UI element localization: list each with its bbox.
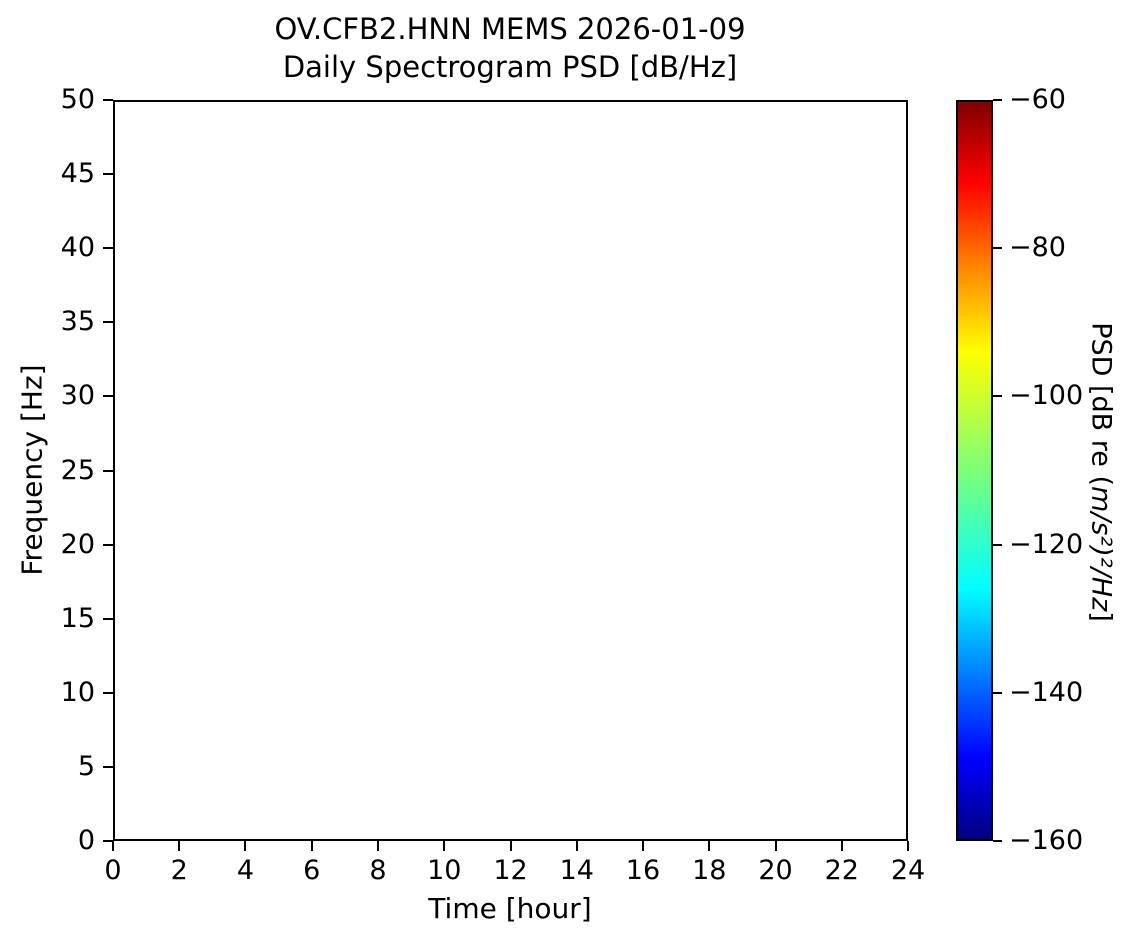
colorbar-label-prefix: PSD [dB re ( (1085, 322, 1117, 487)
y-tick-label: 5 (77, 751, 95, 783)
x-tick-label: 0 (104, 855, 122, 886)
x-tick-label: 16 (625, 855, 661, 886)
y-tick-label: 15 (60, 602, 95, 634)
x-tick-mark (774, 841, 777, 851)
colorbar-label-math: m/s²)²/Hz (1085, 486, 1117, 612)
colorbar-tick-label: −140 (1009, 676, 1084, 708)
x-tick-label: 10 (427, 855, 462, 886)
x-tick-label: 18 (692, 855, 727, 886)
x-tick-mark (907, 841, 909, 851)
y-tick-mark (103, 617, 113, 620)
plot-area (113, 100, 908, 841)
colorbar-tick-mark (993, 691, 1002, 694)
y-tick-mark (103, 395, 113, 398)
colorbar-tick-mark (993, 247, 1002, 250)
colorbar-ticks: −60 −80 −100 −120 −140 −160 (993, 85, 1137, 855)
chart-title-line2: Daily Spectrogram PSD [dB/Hz] (282, 50, 738, 84)
x-tick-mark (708, 841, 711, 851)
y-tick-mark (103, 469, 113, 472)
y-tick-label: 40 (60, 232, 95, 264)
colorbar-tick-mark (993, 543, 1002, 546)
y-tick-label: 10 (60, 676, 95, 708)
y-tick-label: 35 (60, 306, 95, 338)
colorbar-tick-mark (993, 99, 1002, 101)
x-tick-mark (443, 841, 446, 851)
colorbar-label-suffix: ] (1085, 611, 1117, 622)
x-tick-mark (112, 841, 114, 851)
x-tick-label: 12 (493, 855, 528, 886)
x-axis-label: Time [hour] (428, 892, 592, 925)
colorbar-label: PSD [dB re (m/s²)²/Hz] (1086, 322, 1117, 622)
x-tick-mark (310, 841, 313, 851)
x-tick-label: 4 (236, 855, 255, 886)
y-tick-mark (103, 173, 113, 176)
y-tick-label: 25 (60, 454, 95, 486)
y-tick-label: 20 (60, 528, 95, 560)
y-tick-label: 30 (60, 380, 95, 412)
x-tick-mark (509, 841, 512, 851)
colorbar-tick-mark (993, 840, 1002, 842)
x-tick-label: 20 (758, 855, 793, 886)
y-tick-label: 0 (77, 825, 95, 857)
x-tick-label: 2 (170, 855, 188, 886)
colorbar-tick-label: −120 (1009, 528, 1084, 560)
x-tick-label: 24 (890, 855, 926, 886)
x-tick-mark (575, 841, 578, 851)
y-tick-mark (103, 691, 113, 694)
x-tick-mark (376, 841, 379, 851)
y-tick-mark (103, 99, 113, 101)
y-tick-label: 50 (60, 84, 95, 116)
y-axis-ticks: 0 5 10 15 20 25 30 35 40 45 50 (0, 85, 113, 855)
colorbar-tick-mark (993, 395, 1002, 398)
chart-title-line1: OV.CFB2.HNN MEMS 2026-01-09 (274, 12, 746, 46)
y-tick-mark (103, 840, 113, 842)
y-tick-mark (103, 765, 113, 768)
x-tick-label: 14 (559, 855, 594, 886)
x-tick-mark (840, 841, 843, 851)
colorbar-tick-label: −160 (1009, 825, 1084, 857)
x-axis-ticks: 0 2 4 6 8 10 12 14 16 18 20 22 24 (104, 841, 925, 896)
chart-title: OV.CFB2.HNN MEMS 2026-01-09 Daily Spectr… (113, 10, 907, 86)
colorbar-tick-label: −80 (1009, 232, 1066, 264)
x-tick-mark (244, 841, 247, 851)
x-tick-label: 22 (824, 855, 859, 886)
x-tick-mark (641, 841, 644, 851)
x-tick-label: 6 (303, 855, 321, 886)
x-tick-label: 8 (369, 855, 387, 886)
y-tick-mark (103, 543, 113, 546)
y-tick-mark (103, 247, 113, 250)
colorbar-tick-label: −100 (1009, 380, 1084, 412)
y-tick-mark (103, 321, 113, 324)
colorbar-tick-label: −60 (1009, 84, 1066, 116)
colorbar-gradient (956, 100, 993, 841)
x-tick-mark (178, 841, 181, 851)
y-tick-label: 45 (60, 158, 95, 190)
